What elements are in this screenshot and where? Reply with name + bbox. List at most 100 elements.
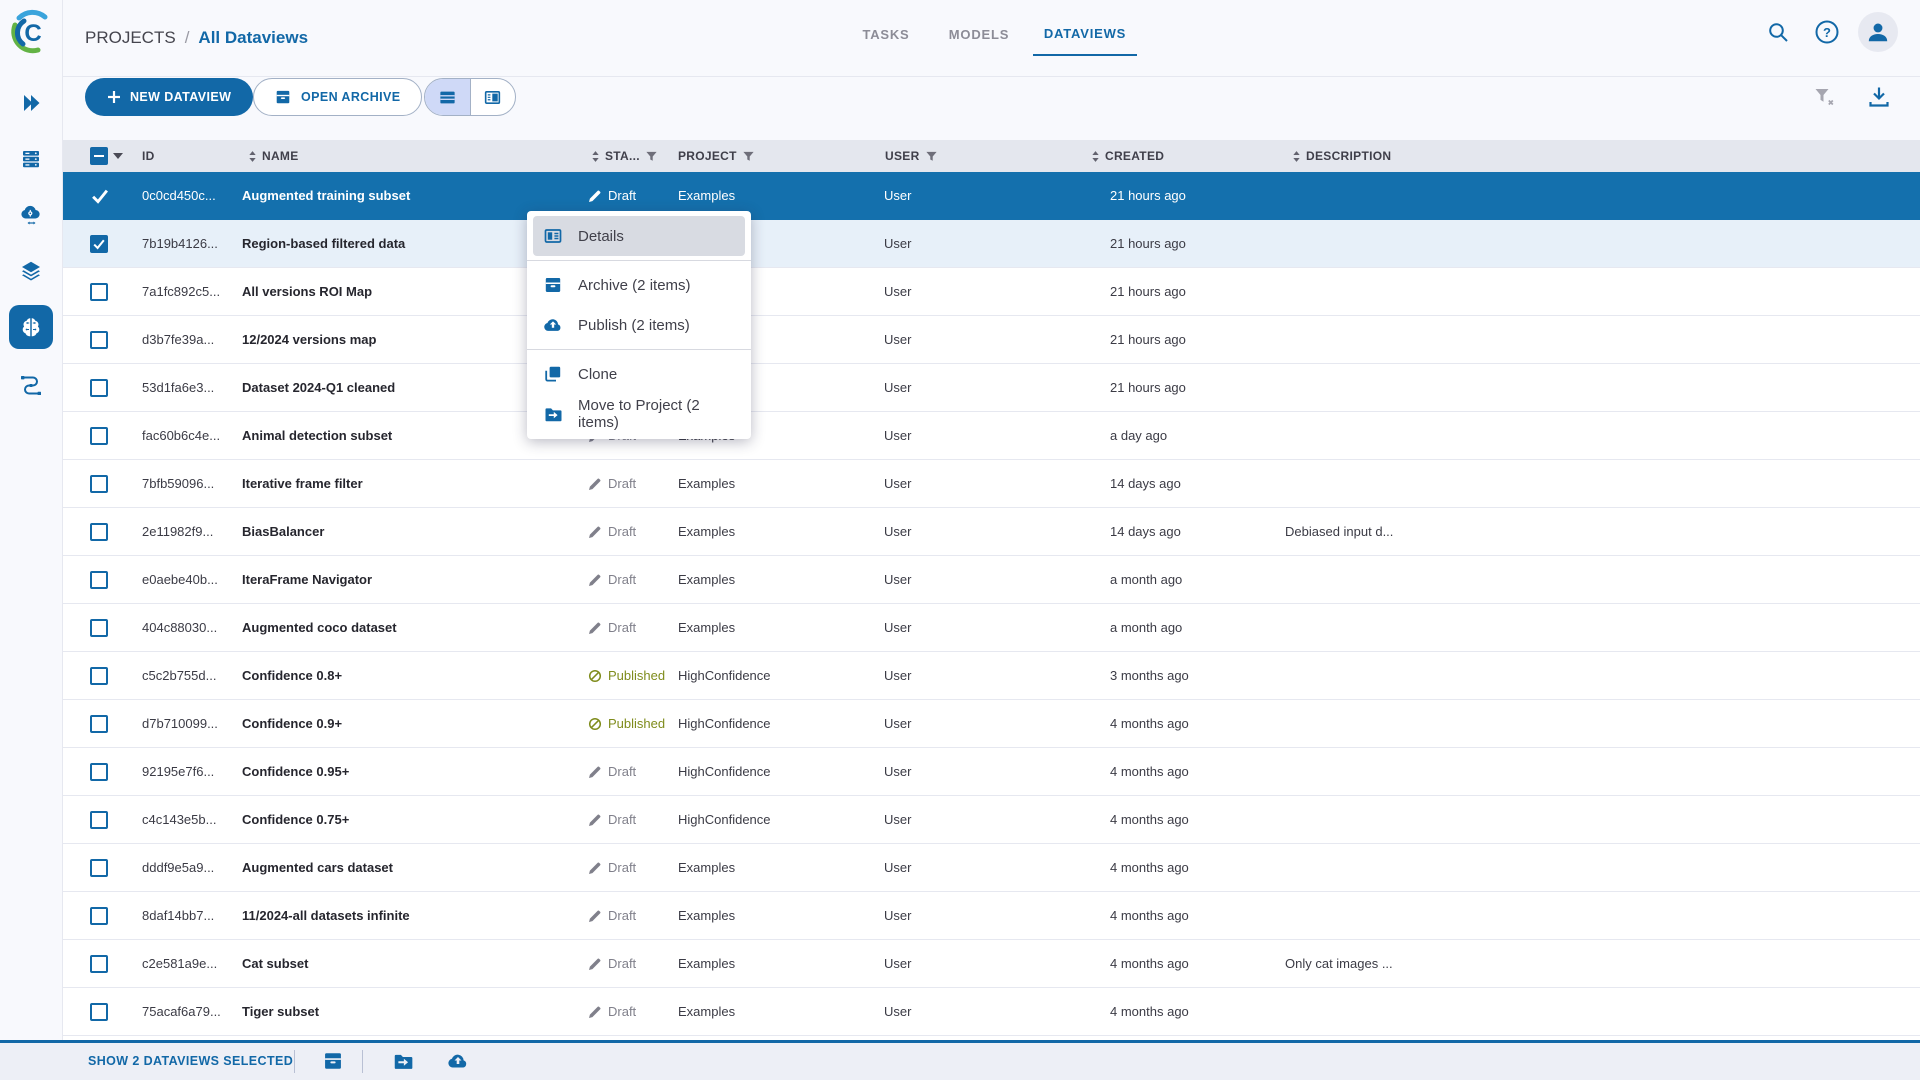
row-id: d7b710099... — [142, 700, 218, 748]
row-name: Augmented cars dataset — [242, 844, 393, 892]
sort-icon[interactable] — [1292, 150, 1301, 163]
table-row[interactable]: 92195e7f6...Confidence 0.95+DraftHighCon… — [62, 748, 1920, 796]
table-row[interactable]: d3b7fe39a...12/2024 versions mapUser21 h… — [62, 316, 1920, 364]
column-header-name[interactable]: NAME — [248, 140, 299, 172]
sidebar-item-cloud-ops[interactable] — [19, 202, 43, 226]
row-checkbox[interactable] — [90, 811, 108, 829]
menu-item-details[interactable]: Details — [533, 216, 745, 256]
column-header-user[interactable]: USER — [885, 140, 938, 172]
sort-icon[interactable] — [248, 150, 257, 163]
publish-icon[interactable] — [447, 1050, 469, 1072]
new-dataview-button[interactable]: NEW DATAVIEW — [85, 78, 253, 116]
row-created: 4 months ago — [1110, 940, 1189, 988]
row-checkbox[interactable] — [90, 283, 108, 301]
table-row[interactable]: e0aebe40b...IteraFrame NavigatorDraftExa… — [62, 556, 1920, 604]
row-checkbox[interactable] — [90, 859, 108, 877]
table-row[interactable]: c4c143e5b...Confidence 0.75+DraftHighCon… — [62, 796, 1920, 844]
row-user: User — [884, 700, 911, 748]
row-status: Published — [588, 700, 665, 748]
table-row[interactable]: 7b19b4126...Region-based filtered dataUs… — [62, 220, 1920, 268]
row-user: User — [884, 316, 911, 364]
column-header-id[interactable]: ID — [142, 140, 155, 172]
sidebar-item-hyperdatasets[interactable] — [19, 259, 43, 283]
table-row[interactable]: c5c2b755d...Confidence 0.8+PublishedHigh… — [62, 652, 1920, 700]
sidebar-item-expand[interactable] — [19, 91, 43, 115]
split-view-button[interactable] — [470, 79, 516, 115]
row-checkbox[interactable] — [90, 667, 108, 685]
row-name: Confidence 0.95+ — [242, 748, 349, 796]
row-checkbox[interactable] — [90, 571, 108, 589]
table-row[interactable]: 75acaf6a79...Tiger subsetDraftExamplesUs… — [62, 988, 1920, 1036]
table-row[interactable]: dddf9e5a9...Augmented cars datasetDraftE… — [62, 844, 1920, 892]
sort-icon[interactable] — [1091, 150, 1100, 163]
help-icon[interactable]: ? — [1814, 19, 1840, 45]
row-checkbox[interactable] — [90, 523, 108, 541]
menu-item-archive[interactable]: Archive (2 items) — [527, 265, 751, 305]
column-header-status[interactable]: STA... — [591, 140, 658, 172]
menu-item-clone[interactable]: Clone — [527, 354, 751, 394]
select-all-checkbox[interactable] — [90, 147, 108, 165]
open-archive-button[interactable]: OPEN ARCHIVE — [253, 78, 422, 116]
table-row[interactable]: d7b710099...Confidence 0.9+PublishedHigh… — [62, 700, 1920, 748]
selection-footer-text[interactable]: SHOW 2 DATAVIEWS SELECTED — [88, 1043, 293, 1080]
row-checkbox[interactable] — [90, 907, 108, 925]
breadcrumb-projects[interactable]: PROJECTS — [85, 28, 176, 48]
column-header-created[interactable]: CREATED — [1091, 140, 1164, 172]
row-project: Examples — [678, 460, 735, 508]
download-icon[interactable] — [1866, 84, 1892, 110]
table-row[interactable]: 7bfb59096...Iterative frame filterDraftE… — [62, 460, 1920, 508]
select-all-caret-icon[interactable] — [113, 153, 123, 159]
table-row[interactable]: fac60b6c4e...Animal detection subsetDraf… — [62, 412, 1920, 460]
svg-text:C: C — [24, 20, 41, 47]
breadcrumb-current[interactable]: All Dataviews — [198, 28, 308, 48]
row-checkbox[interactable] — [90, 955, 108, 973]
menu-item-move-to-project[interactable]: Move to Project (2 items) — [527, 394, 751, 434]
tab-models[interactable]: MODELS — [939, 12, 1019, 56]
row-checkbox[interactable] — [90, 619, 108, 637]
column-header-project[interactable]: PROJECT — [678, 140, 755, 172]
tab-dataviews[interactable]: DATAVIEWS — [1033, 12, 1137, 56]
table-row[interactable]: 0c0cd450c...Augmented training subsetDra… — [62, 172, 1920, 220]
filter-icon[interactable] — [742, 150, 755, 163]
table-row[interactable]: 404c88030...Augmented coco datasetDraftE… — [62, 604, 1920, 652]
filter-icon[interactable] — [925, 150, 938, 163]
sidebar-item-datasets[interactable] — [19, 147, 43, 171]
row-name: BiasBalancer — [242, 508, 324, 556]
table-row[interactable]: 8daf14bb7...11/2024-all datasets infinit… — [62, 892, 1920, 940]
avatar[interactable] — [1858, 12, 1898, 52]
menu-item-publish[interactable]: Publish (2 items) — [527, 305, 751, 345]
row-checkbox[interactable] — [90, 475, 108, 493]
row-checkbox[interactable] — [90, 331, 108, 349]
column-header-description[interactable]: DESCRIPTION — [1292, 140, 1391, 172]
row-checkbox[interactable] — [90, 379, 108, 397]
row-checkbox[interactable] — [90, 763, 108, 781]
clear-filter-icon[interactable] — [1812, 85, 1836, 109]
sort-icon[interactable] — [591, 150, 600, 163]
row-created: a month ago — [1110, 604, 1182, 652]
table-header: ID NAME STA... PROJECT USER CREATED DESC… — [62, 140, 1920, 172]
row-name: Confidence 0.75+ — [242, 796, 349, 844]
archive-icon[interactable] — [322, 1050, 344, 1072]
pencil-icon — [588, 813, 602, 827]
search-icon[interactable] — [1766, 20, 1790, 44]
sidebar-item-pipelines[interactable] — [19, 371, 43, 395]
sidebar-item-dataviews[interactable] — [9, 305, 53, 349]
tab-tasks[interactable]: TASKS — [846, 12, 926, 56]
table-row[interactable]: 7a1fc892c5...All versions ROI MapUser21 … — [62, 268, 1920, 316]
table-row[interactable]: 2e11982f9...BiasBalancerDraftExamplesUse… — [62, 508, 1920, 556]
row-project: Examples — [678, 940, 735, 988]
move-to-project-icon[interactable] — [392, 1050, 414, 1072]
row-checkbox[interactable] — [90, 186, 108, 204]
table-row[interactable]: c2e581a9e...Cat subsetDraftExamplesUser4… — [62, 940, 1920, 988]
row-checkbox[interactable] — [90, 235, 108, 253]
table-view-button[interactable] — [425, 79, 470, 115]
row-checkbox[interactable] — [90, 715, 108, 733]
row-user: User — [884, 412, 911, 460]
table-row[interactable]: 53d1fa6e3...Dataset 2024-Q1 cleanedUser2… — [62, 364, 1920, 412]
row-status: Draft — [588, 844, 636, 892]
clearml-logo-icon[interactable]: C — [7, 8, 55, 56]
row-checkbox[interactable] — [90, 1003, 108, 1021]
row-checkbox[interactable] — [90, 427, 108, 445]
filter-icon[interactable] — [645, 150, 658, 163]
row-created: 21 hours ago — [1110, 316, 1186, 364]
